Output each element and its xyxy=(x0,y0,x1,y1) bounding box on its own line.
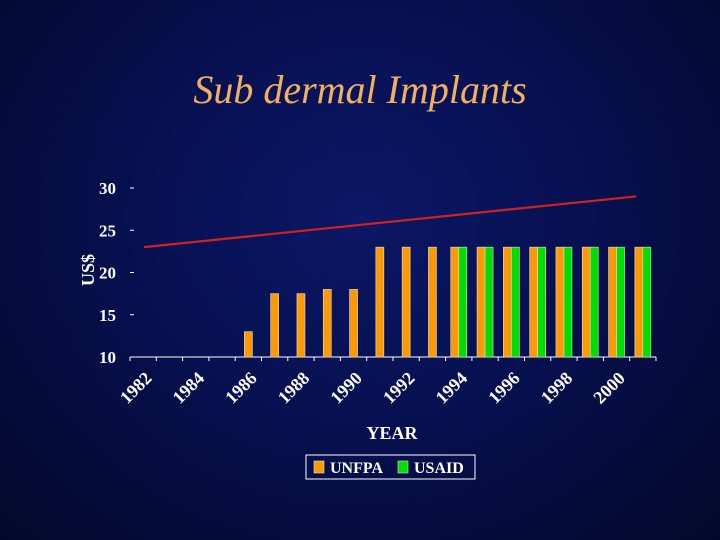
bar-usaid xyxy=(458,246,468,358)
legend-box xyxy=(305,454,476,480)
legend-label: USAID xyxy=(414,460,464,477)
bar-unfpa xyxy=(608,246,617,358)
bar-unfpa xyxy=(450,246,460,358)
legend-swatch xyxy=(397,460,409,474)
legend-label: UNFPA xyxy=(330,460,383,477)
y-tick-label: 25 xyxy=(99,221,116,240)
chart-trend xyxy=(143,195,637,249)
bar-unfpa xyxy=(322,289,332,358)
x-tick-label: 1986 xyxy=(221,368,261,408)
trend-line xyxy=(143,195,637,249)
bar-usaid xyxy=(484,246,494,358)
x-tick-label: 1984 xyxy=(169,368,209,408)
y-tick-label: 30 xyxy=(99,179,116,198)
bar-usaid xyxy=(642,246,652,358)
chart-legend: UNFPA USAID xyxy=(305,454,476,480)
x-tick-label: 1996 xyxy=(484,368,524,408)
bar-unfpa xyxy=(296,293,306,358)
x-tick-label: 1988 xyxy=(274,368,314,408)
bar-unfpa xyxy=(401,246,411,358)
bar-unfpa xyxy=(503,246,512,358)
chart-bars xyxy=(244,246,652,358)
bar-usaid xyxy=(511,246,520,358)
x-tick-label: 1982 xyxy=(116,368,156,408)
y-axis-title: US$ xyxy=(78,254,98,286)
bar-unfpa xyxy=(349,289,358,358)
bar-usaid xyxy=(589,246,599,358)
bar-unfpa xyxy=(581,246,591,358)
x-tick-label: 1998 xyxy=(537,368,577,408)
legend-swatch xyxy=(313,460,325,474)
slide-title: Sub dermal Implants xyxy=(193,67,527,112)
chart-labels: 10 15 20 25 30 1982 1984 1986 1988 1990 1992 1994 19… xyxy=(78,179,629,443)
bar-unfpa xyxy=(529,246,538,358)
bar-unfpa xyxy=(244,331,253,358)
y-tick-label: 10 xyxy=(99,348,116,367)
y-tick-label: 15 xyxy=(99,306,116,325)
y-tick-label: 20 xyxy=(99,264,116,283)
bar-unfpa xyxy=(428,246,437,358)
bar-unfpa xyxy=(375,246,385,358)
x-tick-label: 1990 xyxy=(326,368,366,408)
x-tick-label: 1994 xyxy=(432,368,472,408)
bar-unfpa xyxy=(270,293,279,358)
x-tick-label: 1992 xyxy=(379,368,419,408)
bar-unfpa xyxy=(476,246,486,358)
bar-usaid xyxy=(563,246,573,358)
bar-usaid xyxy=(616,246,625,358)
bar-unfpa xyxy=(634,246,644,358)
x-axis-title: YEAR xyxy=(366,423,418,443)
bar-usaid xyxy=(537,246,546,358)
chart-axes xyxy=(129,187,657,361)
x-tick-label: 2000 xyxy=(589,368,629,408)
bar-unfpa xyxy=(555,246,565,358)
